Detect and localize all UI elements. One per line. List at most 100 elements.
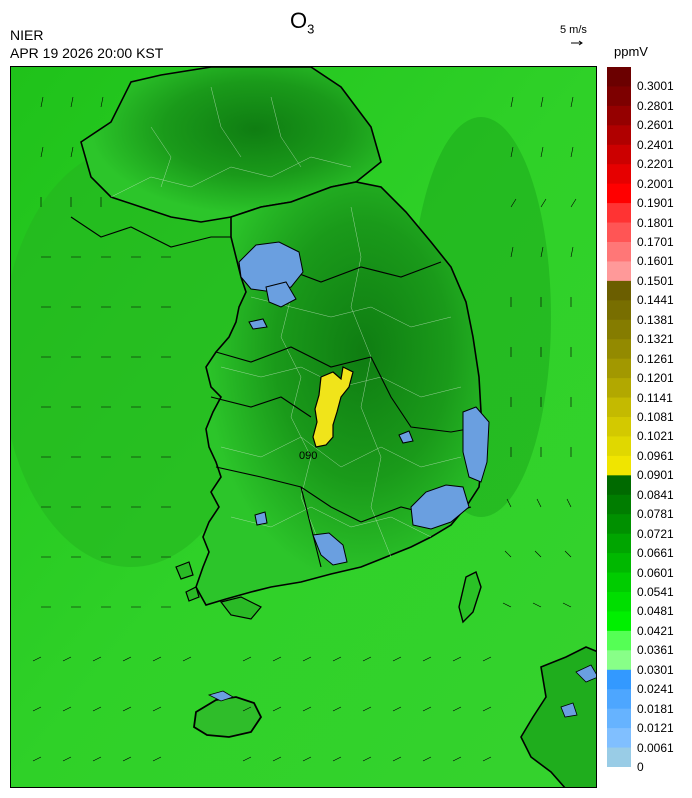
colorbar-tick-label: 0.1081 xyxy=(637,410,674,424)
colorbar-tick-label: 0.1201 xyxy=(637,371,674,386)
colorbar-cell xyxy=(607,728,631,749)
colorbar-cell xyxy=(607,572,631,593)
colorbar-cell xyxy=(607,183,631,204)
colorbar-tick-label: 0.1441 xyxy=(637,293,674,308)
colorbar-cell xyxy=(607,650,631,671)
tsushima-island xyxy=(458,571,482,624)
colorbar-cell xyxy=(607,494,631,515)
kyushu-low-patch xyxy=(560,664,596,718)
low-ozone-areas xyxy=(238,241,490,566)
title-subscript: 3 xyxy=(307,21,315,37)
low-ozone-gwangju xyxy=(312,532,348,566)
colorbar-tick-label: 0.0541 xyxy=(637,585,674,599)
colorbar-cell xyxy=(607,339,631,360)
colorbar-tick-label: 0.0661 xyxy=(637,546,674,561)
low-ozone-suwon xyxy=(248,318,268,330)
colorbar-cell xyxy=(607,592,631,612)
jeju-low-patch xyxy=(207,690,234,702)
low-ozone-busan xyxy=(410,484,470,530)
colorbar-cell xyxy=(607,533,631,554)
colorbar-tick-label: 0.1381 xyxy=(637,312,674,327)
japan-kyushu-land xyxy=(520,646,596,787)
colorbar-cell xyxy=(607,378,631,399)
colorbar-tick-label: 0.0421 xyxy=(637,623,674,638)
wind-reference-arrow-icon xyxy=(571,40,583,46)
colorbar-tick-label: 0.0721 xyxy=(637,526,674,541)
colorbar-tick-label: 0.1701 xyxy=(637,235,674,249)
colorbar-tick-label: 0.2201 xyxy=(637,157,674,172)
colorbar-cell xyxy=(607,261,631,282)
colorbar-cell xyxy=(607,144,631,165)
wind-vectors xyxy=(32,96,577,762)
colorbar-cell xyxy=(607,689,631,710)
map-svg: 090 xyxy=(11,67,596,787)
colorbar-tick-label: 0.2601 xyxy=(637,118,674,133)
colorbar-cell xyxy=(607,611,631,632)
colorbar-cell xyxy=(607,553,631,574)
colorbar-cell xyxy=(607,708,631,729)
colorbar-tick-label: 0.1021 xyxy=(637,429,674,444)
colorbar-cell xyxy=(607,358,631,379)
colorbar xyxy=(607,67,631,767)
south-coast-islands xyxy=(175,561,262,620)
colorbar-cell xyxy=(607,747,631,767)
colorbar-cell xyxy=(607,67,631,87)
colorbar-tick-label: 0.3001 xyxy=(637,79,674,94)
colorbar-tick-label: 0.0061 xyxy=(637,740,674,755)
low-ozone-seoul xyxy=(238,241,304,293)
low-ozone-incheon xyxy=(265,281,297,308)
colorbar-cell xyxy=(607,203,631,224)
colorbar-tick-label: 0.0241 xyxy=(637,682,674,697)
colorbar-cell xyxy=(607,514,631,535)
agency-label: NIER xyxy=(10,27,44,43)
colorbar-cell xyxy=(607,455,631,476)
admin-boundaries xyxy=(110,86,462,558)
colorbar-cell xyxy=(607,105,631,126)
low-ozone-pohang xyxy=(462,406,490,483)
colorbar-tick-label: 0.0121 xyxy=(637,721,674,736)
colorbar-tick-label: 0 xyxy=(637,760,644,774)
colorbar-cell xyxy=(607,222,631,243)
colorbar-cell xyxy=(607,300,631,321)
colorbar-cell xyxy=(607,125,631,146)
colorbar-cell xyxy=(607,475,631,496)
colorbar-cell xyxy=(607,417,631,437)
colorbar-tick-label: 0.2801 xyxy=(637,98,674,113)
low-ozone-jeonju xyxy=(254,511,268,526)
colorbar-tick-label: 0.1261 xyxy=(637,351,674,366)
colorbar-tick-label: 0.1601 xyxy=(637,254,674,269)
map-frame: 090 xyxy=(10,66,597,788)
colorbar-cell xyxy=(607,397,631,418)
colorbar-tick-label: 0.1141 xyxy=(637,390,673,405)
colorbar-tick-label: 0.2001 xyxy=(637,176,674,191)
datetime-label: APR 19 2026 20:00 KST xyxy=(10,45,164,61)
unit-label: ppmV xyxy=(614,44,648,59)
colorbar-cell xyxy=(607,630,631,651)
colorbar-cell xyxy=(607,164,631,185)
colorbar-tick-label: 0.0841 xyxy=(637,487,674,502)
colorbar-tick-label: 0.0901 xyxy=(637,468,674,483)
colorbar-tick-label: 0.1801 xyxy=(637,215,674,230)
colorbar-tick-label: 0.0601 xyxy=(637,565,674,580)
colorbar-tick-label: 0.0181 xyxy=(637,701,674,716)
colorbar-cell xyxy=(607,319,631,340)
colorbar-tick-label: 0.2401 xyxy=(637,137,674,152)
title-main: O xyxy=(290,8,308,33)
colorbar-tick-label: 0.1321 xyxy=(637,332,674,347)
colorbar-cell xyxy=(607,242,631,262)
colorbar-cell xyxy=(607,669,631,690)
low-ozone-daegu xyxy=(398,430,414,444)
colorbar-tick-label: 0.0301 xyxy=(637,662,674,677)
colorbar-cell xyxy=(607,280,631,301)
colorbar-tick-label: 0.1901 xyxy=(637,196,674,211)
colorbar-tick-label: 0.0961 xyxy=(637,448,674,463)
wind-scale-label: 5 m/s xyxy=(560,24,587,36)
colorbar-tick-label: 0.1501 xyxy=(637,273,674,288)
colorbar-tick-label: 0.0781 xyxy=(637,507,674,522)
colorbar-cell xyxy=(607,86,631,107)
contour-label: 090 xyxy=(299,450,317,462)
colorbar-tick-label: 0.0481 xyxy=(637,604,674,619)
colorbar-tick-label: 0.0361 xyxy=(637,643,674,658)
high-ozone-area xyxy=(312,366,354,448)
chart-title: O3 xyxy=(290,8,314,36)
